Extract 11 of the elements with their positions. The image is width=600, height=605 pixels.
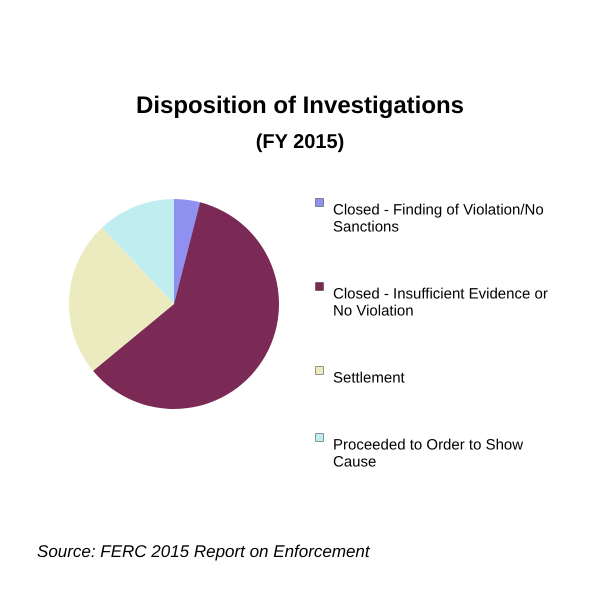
legend-label: Settlement — [333, 370, 406, 386]
legend-label: Proceeded to Order to Show Cause — [333, 436, 524, 470]
pie-slice — [69, 227, 174, 371]
chart-title: Disposition of Investigations — [136, 92, 464, 119]
legend-label: Closed - Finding of Violation/No Sanctions — [333, 202, 544, 236]
pie-slice — [93, 202, 279, 409]
source-note: Source: FERC 2015 Report on Enforcement — [37, 542, 371, 561]
chart-subtitle: (FY 2015) — [256, 131, 344, 153]
pie-slice — [174, 199, 200, 304]
legend-label: Closed - Insufficient Evidence or No Violation — [333, 286, 548, 320]
pie-slice — [102, 199, 174, 304]
